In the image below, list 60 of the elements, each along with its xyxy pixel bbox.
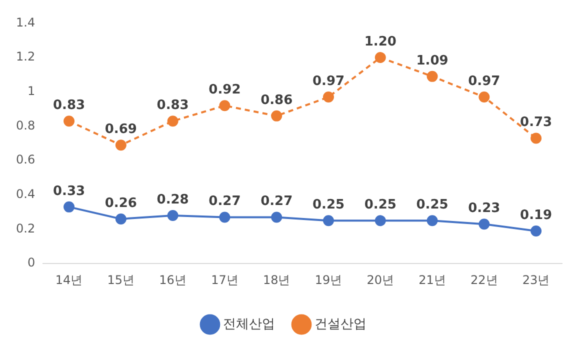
point	[426, 70, 438, 82]
y-tick-label: 0.8	[16, 118, 36, 132]
point	[322, 215, 334, 226]
x-tick-label: 21년	[418, 272, 446, 287]
data-label: 0.92	[208, 82, 241, 98]
data-label: 1.09	[416, 53, 448, 68]
point	[167, 210, 178, 222]
x-tick-label: 22년	[470, 272, 498, 287]
x-tick-label: 17년	[211, 272, 238, 287]
point	[219, 100, 230, 112]
point	[530, 132, 542, 144]
point	[478, 218, 490, 230]
x-tick-label: 16년	[159, 272, 186, 287]
point	[115, 213, 126, 224]
x-tick-label: 14년	[55, 272, 83, 287]
y-tick-label: 0.2	[16, 221, 36, 236]
x-tick-label: 18년	[262, 272, 290, 287]
x-tick-label: 23년	[522, 272, 550, 287]
data-label: 0.26	[104, 196, 137, 211]
point	[322, 92, 334, 103]
x-tick-label: 19년	[314, 272, 342, 287]
data-label: 0.69	[104, 122, 137, 137]
y-tick-label: 0.6	[16, 152, 36, 167]
point	[374, 215, 386, 226]
point	[167, 116, 178, 127]
x-tick-label: 20년	[366, 272, 394, 287]
y-tick-label: 0.4	[16, 187, 36, 202]
x-tick-label: 15년	[107, 272, 135, 287]
data-label: 0.25	[416, 198, 448, 213]
legend-label: 전체산업	[223, 316, 275, 332]
y-tick-label: 1	[27, 84, 36, 98]
data-label: 0.73	[520, 115, 552, 130]
y-tick-label: 0	[27, 256, 36, 270]
point	[271, 110, 282, 122]
data-label: 0.97	[468, 74, 500, 89]
data-label: 0.97	[312, 74, 345, 89]
data-label: 0.25	[364, 198, 396, 213]
point	[530, 225, 542, 236]
data-label: 1.20	[364, 34, 396, 50]
point	[64, 201, 75, 212]
point	[271, 212, 282, 223]
point	[219, 212, 230, 223]
point	[374, 52, 386, 64]
legend-label: 건설산업	[314, 316, 366, 332]
point	[115, 140, 126, 151]
data-label: 0.27	[260, 194, 293, 210]
data-label: 0.25	[312, 198, 345, 213]
y-tick-label: 1.2	[16, 50, 36, 64]
data-label: 0.28	[156, 192, 189, 208]
data-label: 0.19	[520, 208, 552, 223]
data-label: 0.86	[260, 92, 293, 108]
data-label: 0.27	[208, 194, 241, 210]
point	[64, 116, 75, 127]
point	[478, 92, 490, 103]
data-label: 0.33	[52, 184, 86, 199]
data-label: 0.23	[468, 200, 500, 216]
point	[426, 215, 438, 226]
data-label: 0.83	[156, 98, 189, 113]
data-label: 0.83	[52, 98, 86, 113]
y-tick-label: 1.4	[16, 15, 36, 30]
